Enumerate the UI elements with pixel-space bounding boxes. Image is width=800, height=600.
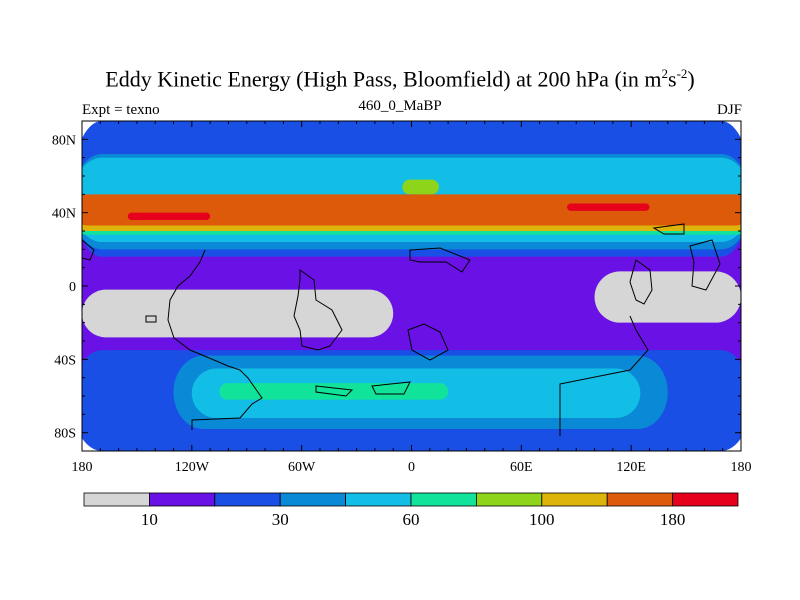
y-tick-label: 80S: [54, 427, 76, 442]
colorbar-label: 30: [272, 510, 289, 529]
chart-title: Eddy Kinetic Energy (High Pass, Bloomfie…: [105, 66, 695, 92]
contour-region-8: [219, 383, 449, 400]
contour-region-12: [127, 212, 211, 220]
coastline-overlay: [82, 223, 721, 436]
contour-region-15: [594, 271, 741, 323]
y-tick-label: 40S: [54, 353, 76, 368]
season-label: DJF: [716, 102, 742, 118]
x-tick-label: 60W: [288, 460, 316, 475]
colorbar-label: 10: [141, 510, 158, 529]
colorbar-box-5: [410, 492, 477, 507]
colorbar-box-9: [672, 492, 739, 507]
contour-region-9: [402, 179, 439, 195]
colorbar-box-1: [148, 492, 216, 507]
colorbar-box-6: [475, 492, 543, 507]
colorbar-label: 180: [660, 510, 686, 529]
experiment-label: Expt = texno: [82, 102, 160, 118]
y-tick-label: 0: [69, 280, 76, 295]
x-tick-label: 180: [731, 460, 752, 475]
x-tick-label: 0: [408, 460, 415, 475]
x-tick-label: 120E: [616, 460, 646, 475]
y-axis: 80N 40N 0 40S 80S: [52, 120, 741, 452]
y-tick-label: 80N: [52, 133, 76, 148]
colorbar-label: 60: [403, 510, 420, 529]
x-tick-label: 120W: [175, 460, 210, 475]
case-label: 460_0_MaBP: [358, 98, 442, 114]
x-tick-label: 60E: [510, 460, 533, 475]
colorbar-box-7: [541, 492, 608, 507]
colorbar-label: 100: [529, 510, 555, 529]
colorbar-box-0: [83, 492, 150, 507]
x-tick-label: 180: [72, 460, 93, 475]
colorbar-box-4: [345, 492, 412, 507]
colorbar: 10 30 60 100 180: [83, 492, 739, 529]
contour-region-14: [82, 289, 394, 338]
contour-field: [82, 121, 741, 451]
contour-region-11: [82, 194, 741, 226]
colorbar-box-2: [214, 492, 281, 507]
y-tick-label: 40N: [52, 207, 76, 222]
colorbar-box-3: [279, 492, 347, 507]
colorbar-box-8: [606, 492, 674, 507]
contour-region-13: [567, 203, 650, 211]
x-axis: 180 120W 60W 0 60E 120E 180: [72, 121, 752, 475]
